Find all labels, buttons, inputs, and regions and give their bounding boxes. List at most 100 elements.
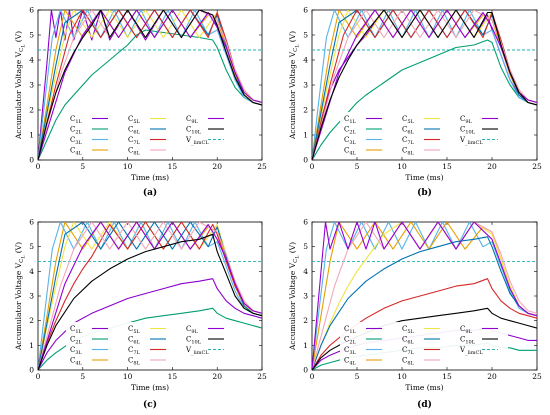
- legend-label: C8L: [128, 147, 141, 157]
- x-tick-label: 15: [168, 372, 178, 381]
- y-axis-title-subsub: L: [295, 256, 301, 259]
- y-axis-title-unit: (V): [14, 242, 23, 256]
- series-line-c8l: [38, 222, 262, 370]
- y-axis-title: Accumulator Voltage VCL (V): [14, 242, 27, 351]
- y-tick-label: 1: [303, 341, 308, 350]
- y-tick-label: 2: [29, 316, 34, 325]
- y-axis-title-sub: C: [293, 48, 299, 52]
- series-line-c9l: [38, 222, 262, 370]
- legend-label-sub: _limCL: [465, 350, 483, 356]
- legend-label-sub: 8L: [133, 150, 140, 156]
- y-axis-title-sub: C: [19, 48, 25, 52]
- y-tick-label: 5: [303, 31, 308, 40]
- legend-box: [66, 322, 234, 366]
- legend-label: C4L: [344, 147, 357, 157]
- series-line-c10l: [38, 233, 262, 370]
- legend-label-sub: 7L: [133, 350, 140, 356]
- legend-label: C10L: [186, 336, 202, 346]
- legend-label: V_limCL: [185, 136, 209, 146]
- series-line-c6l: [312, 236, 537, 370]
- legend-label: C7L: [128, 136, 141, 146]
- legend-label: C8L: [402, 147, 415, 157]
- x-tick-label: 0: [36, 162, 41, 171]
- y-tick-label: 3: [303, 292, 308, 301]
- y-tick-label: 1: [29, 131, 34, 140]
- x-axis-title: Time (ms): [405, 173, 443, 182]
- y-tick-label: 4: [29, 56, 34, 65]
- legend-label: C8L: [128, 357, 141, 367]
- legend-label: C10L: [460, 336, 476, 346]
- x-tick-label: 5: [80, 372, 85, 381]
- y-tick-label: 6: [303, 218, 308, 227]
- legend-label-sub: 8L: [407, 150, 414, 156]
- legend-label: C2L: [70, 126, 83, 136]
- legend-label-sub: 3L: [75, 140, 82, 146]
- y-axis-title-sub: C: [19, 259, 25, 263]
- x-axis-title: Time (ms): [131, 173, 169, 182]
- panel-label: (c): [143, 399, 157, 410]
- y-tick-label: 1: [29, 341, 34, 350]
- legend-label-sub: 7L: [407, 140, 414, 146]
- x-tick-label: 10: [397, 162, 407, 171]
- y-axis-title-subsub: L: [21, 256, 27, 259]
- legend-label: C6L: [402, 336, 415, 346]
- legend-label-sub: 5L: [407, 119, 414, 125]
- y-tick-label: 5: [303, 242, 308, 251]
- x-tick-label: 15: [442, 162, 452, 171]
- x-tick-label: 25: [532, 162, 542, 171]
- legend-label: C8L: [402, 357, 415, 367]
- legend-box: [66, 112, 234, 156]
- y-axis-title-subsub: L: [21, 45, 27, 48]
- legend-label: C7L: [402, 346, 415, 356]
- legend-label: C5L: [128, 115, 141, 125]
- legend-label: C4L: [344, 357, 357, 367]
- legend-label-sub: 3L: [349, 350, 356, 356]
- y-tick-label: 3: [29, 292, 34, 301]
- legend-label: C3L: [344, 346, 357, 356]
- legend-label: C2L: [70, 336, 83, 346]
- x-tick-label: 20: [487, 162, 497, 171]
- legend-label-sub: 5L: [133, 119, 140, 125]
- panel-label: (d): [417, 399, 432, 410]
- legend-label: C3L: [70, 136, 83, 146]
- legend-label-sub: 1L: [75, 329, 82, 335]
- legend-label: C10L: [460, 126, 476, 136]
- y-tick-label: 3: [29, 81, 34, 90]
- panel-label: (a): [143, 187, 157, 198]
- legend-label: C7L: [402, 136, 415, 146]
- y-axis-title: Accumulator Voltage VCL (V): [14, 31, 27, 140]
- legend-label-sub: 5L: [407, 329, 414, 335]
- legend-label: C4L: [70, 147, 83, 157]
- legend-label: C1L: [344, 325, 357, 335]
- legend-label-sub: 7L: [133, 140, 140, 146]
- legend-label-sub: _limCL: [191, 350, 209, 356]
- legend-box: [340, 322, 508, 366]
- legend-label-sub: 3L: [349, 140, 356, 146]
- legend-label-sub: 4L: [75, 150, 82, 156]
- x-tick-label: 5: [80, 162, 85, 171]
- x-axis-title: Time (ms): [405, 383, 443, 392]
- x-tick-label: 0: [36, 372, 41, 381]
- legend-label-sub: 10L: [191, 339, 201, 345]
- legend-label-sub: 4L: [349, 360, 356, 366]
- legend-label-sub: 1L: [75, 119, 82, 125]
- legend-label-sub: _limCL: [191, 140, 209, 146]
- legend-label: C6L: [128, 126, 141, 136]
- x-tick-label: 20: [212, 162, 222, 171]
- legend-label-sub: 9L: [191, 119, 198, 125]
- legend-label-sub: 5L: [133, 329, 140, 335]
- legend-label-sub: 9L: [465, 119, 472, 125]
- legend-label-sub: 8L: [133, 360, 140, 366]
- y-tick-label: 4: [303, 267, 308, 276]
- legend-label-sub: 3L: [75, 350, 82, 356]
- series-line-c10l: [312, 10, 537, 160]
- x-tick-label: 20: [487, 372, 497, 381]
- legend-label: C3L: [344, 136, 357, 146]
- legend-label: C9L: [460, 115, 473, 125]
- x-tick-label: 10: [397, 372, 407, 381]
- legend-label-sub: 8L: [407, 360, 414, 366]
- series-line-c9l: [38, 10, 262, 160]
- y-axis-title-unit: (V): [288, 31, 297, 45]
- legend-label: C9L: [186, 115, 199, 125]
